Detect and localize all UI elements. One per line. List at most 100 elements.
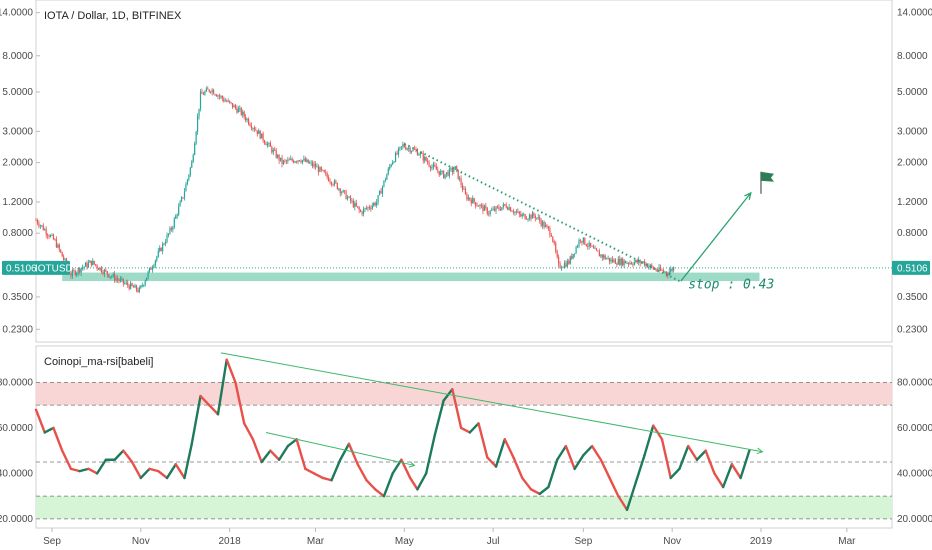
- candle: [153, 263, 155, 269]
- candle: [121, 276, 123, 283]
- candle: [629, 260, 631, 266]
- rsi-segment: [216, 358, 228, 416]
- candle: [191, 159, 193, 168]
- rsi-segment: [165, 463, 177, 480]
- candle: [131, 282, 133, 287]
- candle: [360, 209, 362, 213]
- candle: [275, 147, 277, 159]
- candle: [493, 205, 496, 212]
- rsi-segment: [590, 444, 603, 461]
- candle: [80, 268, 82, 277]
- candle: [138, 285, 140, 294]
- candle: [140, 284, 142, 290]
- candle: [256, 130, 258, 137]
- candle: [454, 166, 456, 171]
- candle: [646, 263, 649, 268]
- candle: [151, 265, 154, 273]
- candle: [590, 242, 592, 248]
- candle: [397, 146, 400, 158]
- candle: [198, 108, 200, 120]
- price-tick-label-left: 0.2300: [2, 324, 33, 335]
- candle: [294, 161, 296, 164]
- rsi-segment: [459, 426, 472, 434]
- candle: [399, 146, 401, 152]
- candle: [122, 278, 124, 287]
- candle: [400, 146, 403, 151]
- candle: [148, 267, 151, 274]
- oversold-zone: [36, 496, 892, 519]
- candle: [556, 249, 558, 259]
- rsi-tick-label-left: 60.0000: [0, 423, 33, 434]
- candle: [438, 171, 440, 177]
- candle: [345, 189, 347, 200]
- candle: [485, 202, 487, 211]
- candle: [134, 283, 136, 288]
- rsi-segment: [713, 472, 725, 489]
- support-zone: [62, 272, 760, 282]
- candle: [245, 114, 247, 123]
- candle: [310, 160, 312, 166]
- rsi-segment: [564, 444, 576, 471]
- rsi-segment: [277, 444, 290, 461]
- candle: [367, 206, 369, 212]
- candle: [651, 263, 653, 268]
- candle: [473, 197, 475, 205]
- candle: [172, 225, 174, 233]
- candle: [213, 88, 215, 95]
- candle: [83, 266, 85, 271]
- candle: [670, 266, 672, 275]
- rsi-segment: [61, 449, 73, 471]
- candle: [483, 204, 485, 212]
- candle: [352, 198, 354, 208]
- candle: [239, 105, 241, 113]
- candle: [607, 255, 609, 260]
- candle: [427, 157, 429, 165]
- candle: [444, 174, 446, 180]
- candle: [422, 150, 424, 164]
- candle: [451, 166, 453, 176]
- candle: [141, 282, 143, 288]
- candle: [208, 89, 210, 93]
- candle: [93, 260, 95, 266]
- candle: [501, 207, 503, 211]
- rsi-segment: [617, 494, 629, 511]
- rsi-segment: [555, 444, 568, 461]
- candle: [58, 243, 60, 253]
- candle: [443, 170, 445, 179]
- candle: [581, 240, 583, 246]
- candle: [281, 154, 283, 168]
- rsi-segment: [122, 449, 134, 464]
- candle: [170, 226, 172, 232]
- candle: [448, 167, 451, 179]
- candle: [316, 163, 318, 168]
- candle: [488, 210, 490, 217]
- candle: [178, 203, 180, 217]
- candle: [507, 206, 509, 211]
- x-tick-label: Mar: [838, 536, 856, 547]
- candle: [588, 240, 590, 250]
- candle: [617, 256, 619, 265]
- candle: [60, 249, 62, 254]
- candle: [279, 157, 282, 162]
- candle: [619, 255, 621, 267]
- candle: [338, 187, 340, 192]
- rsi-segment: [87, 467, 99, 475]
- candle: [124, 280, 126, 285]
- candle: [173, 216, 175, 229]
- candle: [97, 267, 100, 270]
- candle: [150, 266, 152, 270]
- candle: [204, 90, 206, 96]
- candle: [118, 278, 120, 284]
- rsi-segment: [695, 449, 707, 461]
- rsi-segment: [286, 438, 298, 448]
- flag-icon: [760, 171, 774, 194]
- candle: [518, 210, 520, 218]
- candle: [489, 209, 491, 217]
- candle: [221, 95, 223, 102]
- rsi-segment: [95, 458, 108, 475]
- candle: [358, 206, 360, 214]
- rsi-segment: [660, 438, 672, 480]
- candle: [636, 258, 638, 264]
- rsi-segment: [373, 488, 386, 498]
- candle: [259, 130, 261, 140]
